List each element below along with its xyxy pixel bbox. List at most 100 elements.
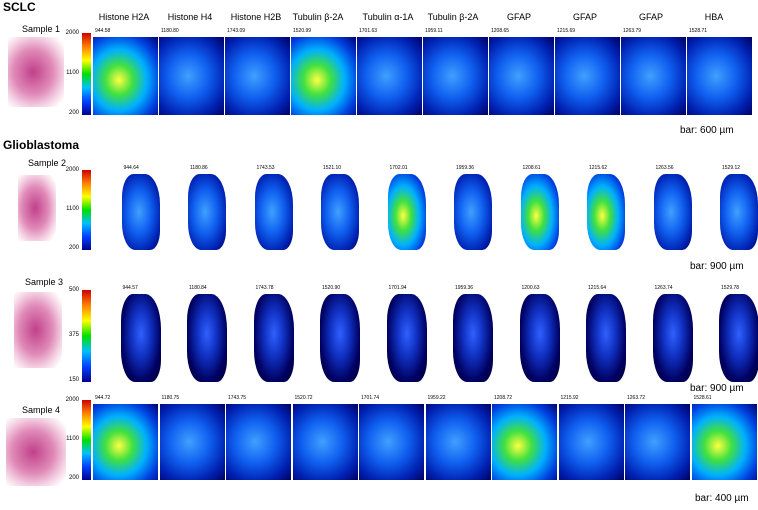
column-header: Tubulin β-2A [292, 12, 344, 22]
ion-image [652, 294, 693, 382]
color-bar [82, 400, 91, 480]
colorbar-tick: 1100 [66, 436, 79, 442]
ion-image [719, 294, 758, 382]
column-header: Tubulin α-1A [362, 12, 414, 22]
ion-image [359, 404, 424, 480]
scale-bar-label: bar: 900 µm [690, 383, 744, 394]
mz-label: 1180.86 [190, 165, 208, 171]
column-header: Histone H4 [167, 12, 213, 22]
mz-label: 1743.75 [228, 395, 247, 401]
colorbar-tick: 150 [68, 377, 79, 383]
ion-image [188, 174, 226, 250]
mz-label: 1180.84 [189, 285, 207, 291]
mz-label: 1263.72 [627, 395, 646, 401]
colorbar-tick: 1100 [66, 206, 79, 212]
ion-image [625, 404, 690, 480]
ion-image [653, 174, 692, 250]
ion-image [587, 174, 625, 250]
ion-image [253, 294, 294, 382]
colorbar-tick: 1100 [66, 70, 79, 76]
mz-label: 944.72 [95, 395, 111, 401]
ion-image [425, 404, 491, 480]
ion-image [586, 294, 626, 382]
ion-image [321, 174, 359, 250]
ion-image [159, 404, 225, 480]
mz-label: 944.58 [95, 28, 111, 34]
mz-label: 944.57 [122, 285, 138, 291]
mz-label: 1701.63 [359, 28, 378, 34]
column-header: Tubulin β-2A [427, 12, 479, 22]
mz-label: 1263.74 [654, 285, 673, 291]
ion-image [226, 404, 291, 480]
scale-bar-label: bar: 400 µm [695, 493, 749, 504]
sample-label: Sample 3 [25, 277, 64, 287]
ion-image [691, 404, 757, 480]
section-title: SCLC [3, 0, 36, 14]
mz-label: 1959.36 [456, 165, 475, 171]
mz-label: 1208.72 [494, 395, 513, 401]
mz-label: 1215.69 [557, 28, 576, 34]
ion-image [454, 174, 492, 250]
ion-image [492, 404, 557, 480]
mz-label: 944.64 [123, 165, 139, 171]
mz-label: 1263.56 [655, 165, 674, 171]
color-bar [82, 170, 91, 250]
mz-label: 1215.92 [560, 395, 579, 401]
mz-label: 1215.62 [589, 165, 608, 171]
ion-image [254, 174, 293, 250]
mz-label: 1521.10 [323, 165, 342, 171]
ion-image [291, 37, 356, 115]
mz-label: 1959.36 [455, 285, 474, 291]
ion-image [292, 404, 358, 480]
section-title: Glioblastoma [3, 138, 80, 152]
mz-label: 1528.61 [693, 395, 712, 401]
mz-label: 1959.22 [427, 395, 446, 401]
mz-label: 1743.78 [255, 285, 274, 291]
column-header: HBA [704, 12, 724, 22]
he-thumbnail [18, 175, 56, 241]
he-thumbnail [8, 37, 64, 107]
sample-label: Sample 1 [22, 24, 61, 34]
color-bar [82, 33, 91, 115]
ion-image [423, 37, 488, 115]
mz-label: 1701.74 [361, 395, 380, 401]
ion-image [357, 37, 422, 115]
ion-image [187, 294, 227, 382]
ion-image [93, 37, 158, 115]
ion-image [225, 37, 290, 115]
ion-image [93, 404, 158, 480]
ion-image [121, 174, 160, 250]
mz-label: 1263.79 [623, 28, 642, 34]
ion-image [320, 294, 360, 382]
mz-label: 1208.61 [522, 165, 541, 171]
colorbar-tick: 500 [68, 287, 79, 293]
mz-label: 1520.99 [293, 28, 312, 34]
he-thumbnail [14, 292, 62, 368]
colorbar-tick: 2000 [65, 167, 79, 173]
ion-image [386, 294, 427, 382]
scale-bar-label: bar: 900 µm [690, 261, 744, 272]
ion-image [520, 174, 559, 250]
he-thumbnail [6, 418, 66, 486]
sample-label: Sample 4 [22, 405, 61, 415]
ion-image [453, 294, 493, 382]
mz-label: 1180.75 [161, 395, 180, 401]
colorbar-tick: 2000 [65, 397, 79, 403]
column-header: GFAP [638, 12, 663, 22]
colorbar-tick: 200 [68, 110, 79, 116]
mz-label: 1702.01 [389, 165, 408, 171]
column-header: GFAP [506, 12, 531, 22]
colorbar-tick: 200 [68, 475, 79, 481]
ion-image [120, 294, 161, 382]
scale-bar-label: bar: 600 µm [680, 125, 734, 136]
ion-image [159, 37, 224, 115]
column-header: Histone H2A [98, 12, 150, 22]
mz-label: 1215.64 [588, 285, 607, 291]
mz-label: 1529.78 [721, 285, 740, 291]
ion-image [720, 174, 758, 250]
mz-label: 1180.80 [161, 28, 179, 34]
ion-image [489, 37, 554, 115]
colorbar-tick: 375 [68, 332, 79, 338]
mz-label: 1208.65 [491, 28, 510, 34]
